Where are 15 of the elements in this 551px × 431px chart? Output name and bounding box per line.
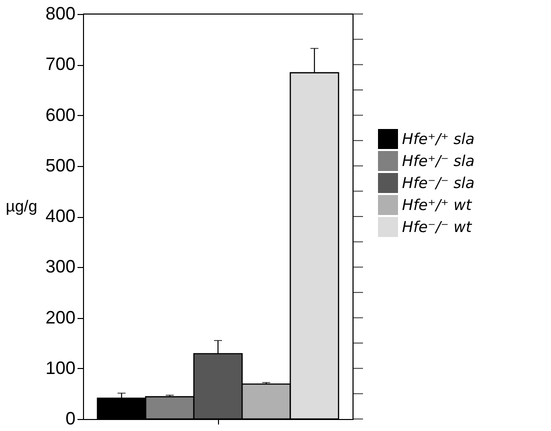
legend-label: Hfe⁺/⁺ sla bbox=[402, 130, 475, 148]
y-tick-label: 300 bbox=[45, 256, 76, 277]
y-tick-label: 0 bbox=[65, 408, 76, 428]
y-axis-title: µg/g bbox=[6, 198, 38, 216]
legend-label: Hfe⁺/⁻ sla bbox=[402, 152, 475, 170]
legend-label: Hfe⁻/⁻ sla bbox=[402, 174, 475, 192]
y-tick-label: 500 bbox=[45, 155, 76, 176]
y-tick-label: 600 bbox=[45, 104, 76, 125]
y-tick-label: 400 bbox=[45, 206, 76, 226]
legend-label: Hfe⁻/⁻ wt bbox=[402, 218, 473, 236]
y-tick-label: 700 bbox=[45, 54, 76, 74]
y-tick-label: 200 bbox=[45, 307, 76, 328]
y-tick-label: 800 bbox=[45, 4, 76, 24]
legend-label: Hfe⁺/⁺ wt bbox=[402, 196, 473, 214]
y-tick-label: 100 bbox=[45, 358, 76, 378]
